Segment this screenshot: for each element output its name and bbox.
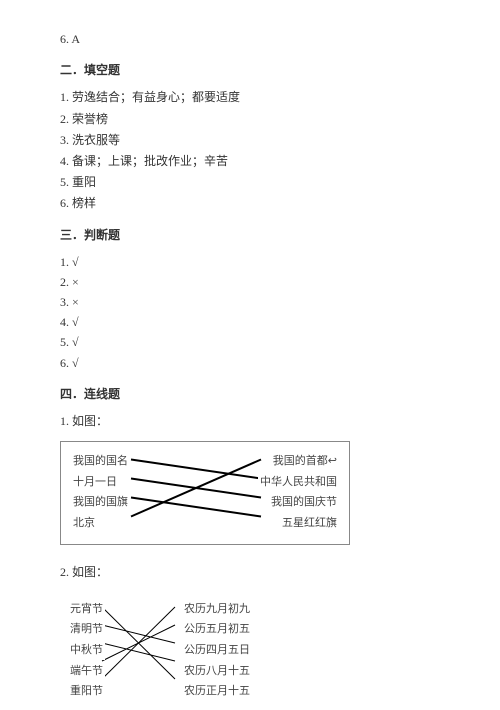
match-left-label: 元宵节 bbox=[68, 601, 105, 619]
judge-item: 4. √ bbox=[60, 313, 440, 332]
match-right-label: 公历五月初五 bbox=[182, 621, 252, 639]
match-right-label: 农历正月十五 bbox=[182, 683, 252, 701]
match-row: 十月一日 中华人民共和国 bbox=[71, 474, 339, 492]
top-answer: 6. A bbox=[60, 30, 440, 49]
match-right-label: 我国的国庆节 bbox=[269, 494, 339, 512]
judge-item: 1. √ bbox=[60, 253, 440, 272]
fill-item: 6. 榜样 bbox=[60, 194, 440, 213]
match-left-label: 重阳节 bbox=[68, 683, 105, 701]
judge-item: 2. × bbox=[60, 273, 440, 292]
match-row: 中秋节 公历四月五日 bbox=[68, 642, 252, 660]
judge-item: 6. √ bbox=[60, 354, 440, 373]
match-row: 元宵节 农历九月初九 bbox=[68, 601, 252, 619]
match-right-label: 农历九月初九 bbox=[182, 601, 252, 619]
match-right-label: 五星红红旗 bbox=[280, 515, 339, 533]
match-box-2: 元宵节 农历九月初九清明节 公历五月初五中秋节 公历四月五日端午节 农历八月十五重阳节 农… bbox=[60, 592, 260, 710]
match-left-label: 十月一日 bbox=[71, 474, 119, 492]
fill-item: 1. 劳逸结合；有益身心；都要适度 bbox=[60, 88, 440, 107]
match-left-label: 端午节 bbox=[68, 663, 105, 681]
section-match-title: 四．连线题 bbox=[60, 385, 440, 404]
match-right-label: 我国的首都↩ bbox=[271, 453, 339, 471]
match-left-label: 我国的国旗 bbox=[71, 494, 130, 512]
section-fill-title: 二．填空题 bbox=[60, 61, 440, 80]
match-q2-intro: 2. 如图： bbox=[60, 563, 440, 582]
match-q1-intro: 1. 如图： bbox=[60, 412, 440, 431]
match-right-label: 中华人民共和国 bbox=[258, 474, 339, 492]
match-right-label: 农历八月十五 bbox=[182, 663, 252, 681]
match-row: 我国的国旗 我国的国庆节 bbox=[71, 494, 339, 512]
match-right-label: 公历四月五日 bbox=[182, 642, 252, 660]
fill-item: 5. 重阳 bbox=[60, 173, 440, 192]
match-row: 清明节 公历五月初五 bbox=[68, 621, 252, 639]
fill-item: 4. 备课；上课；批改作业；辛苦 bbox=[60, 152, 440, 171]
section-judge-title: 三．判断题 bbox=[60, 226, 440, 245]
match-left-label: 中秋节 bbox=[68, 642, 105, 660]
fill-item: 2. 荣誉榜 bbox=[60, 110, 440, 129]
match-box-1: 我国的国名 我国的首都↩ 十月一日 中华人民共和国我国的国旗 我国的国庆节北京 五星红红旗 bbox=[60, 441, 350, 544]
match-left-label: 北京 bbox=[71, 515, 97, 533]
match-left-label: 我国的国名 bbox=[71, 453, 130, 471]
match-left-label: 清明节 bbox=[68, 621, 105, 639]
fill-item: 3. 洗衣服等 bbox=[60, 131, 440, 150]
judge-list: 1. √2. ×3. ×4. √5. √ 6. √ bbox=[60, 253, 440, 373]
match-row: 我国的国名 我国的首都↩ bbox=[71, 453, 339, 471]
fill-list: 1. 劳逸结合；有益身心；都要适度 2. 荣誉榜 3. 洗衣服等 4. 备课；上课；批… bbox=[60, 88, 440, 213]
match-row: 重阳节 农历正月十五 bbox=[68, 683, 252, 701]
match-row: 北京 五星红红旗 bbox=[71, 515, 339, 533]
match-row: 端午节 农历八月十五 bbox=[68, 663, 252, 681]
judge-item: 3. × bbox=[60, 293, 440, 312]
judge-item: 5. √ bbox=[60, 333, 440, 352]
